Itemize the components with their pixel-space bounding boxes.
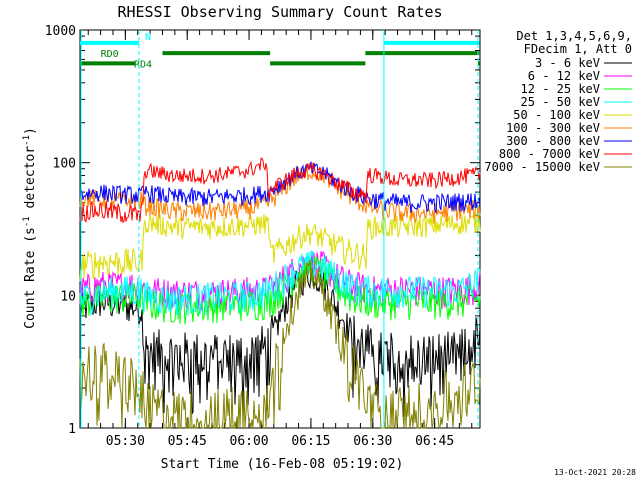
y-tick-label: 10 [60, 289, 76, 304]
y-tick-label: 1000 [45, 24, 76, 39]
legend-header-line-2: FDecim 1, Att 0 [524, 42, 632, 56]
x-tick-label: 06:15 [291, 434, 330, 449]
legend-label-3: 12 - 25 keV [521, 82, 600, 96]
y-axis-label-main: Count Rate (s [23, 227, 38, 329]
y-axis-label-end: ) [23, 127, 38, 135]
legend-label-4: 25 - 50 keV [521, 95, 600, 109]
x-tick-label: 05:30 [106, 434, 145, 449]
y-axis-label-sup2: -1 [22, 135, 32, 146]
series-line-8 [79, 157, 481, 224]
state-label-rd4: RD4 [134, 59, 152, 70]
x-tick-label: 06:00 [230, 434, 269, 449]
series-line-5 [79, 211, 481, 282]
series-line-4 [79, 250, 481, 317]
legend-label-5: 50 - 100 keV [513, 108, 600, 122]
y-axis-label-mid: detector [23, 146, 38, 217]
state-label-n: N [145, 32, 151, 43]
series-line-1 [79, 264, 481, 417]
chart-title: RHESSI Observing Summary Count Rates [117, 3, 442, 21]
series-line-7 [79, 161, 481, 215]
series-line-9 [79, 259, 481, 430]
y-tick-label: 1 [68, 422, 76, 437]
y-tick-label: 100 [53, 157, 76, 172]
legend-label-9: 7000 - 15000 keV [484, 160, 600, 174]
legend-label-8: 800 - 7000 keV [499, 147, 600, 161]
legend-label-2: 6 - 12 keV [528, 69, 600, 83]
legend-label-6: 100 - 300 keV [506, 121, 600, 135]
legend-label-1: 3 - 6 keV [535, 56, 600, 70]
state-label-rd0: RD0 [101, 49, 119, 60]
y-axis-label-sup1: -1 [22, 216, 32, 227]
timestamp: 13-Oct-2021 20:28 [554, 468, 636, 477]
x-tick-label: 05:45 [168, 434, 207, 449]
x-tick-label: 06:30 [353, 434, 392, 449]
x-tick-label: 06:45 [415, 434, 454, 449]
plot-layer: 1 10 100 1000 05:30 05:45 06:00 06:15 06:30 06:45… [45, 24, 481, 449]
legend-header-line-1: Det 1,3,4,5,6,9, [516, 29, 632, 43]
y-axis-label: Count Rate (s-1 detector-1) [22, 127, 38, 329]
legend-label-7: 300 - 800 keV [506, 134, 600, 148]
x-axis-label: Start Time (16-Feb-08 05:19:02) [161, 457, 404, 472]
